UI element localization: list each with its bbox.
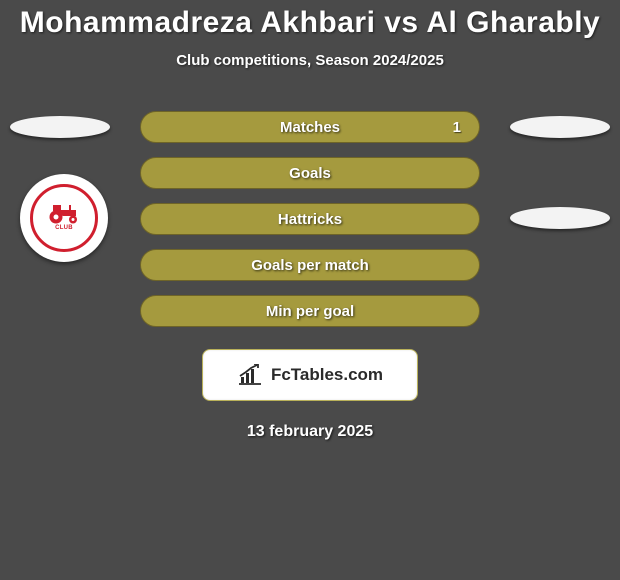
date-label: 13 february 2025 — [0, 423, 620, 441]
player-right-avatar — [510, 116, 610, 138]
page: Mohammadreza Akhbari vs Al Gharably Club… — [0, 0, 620, 580]
site-chart-icon — [237, 364, 263, 386]
club-badge-left: CLUB — [20, 174, 108, 262]
stat-label: Goals — [289, 165, 331, 182]
site-name: FcTables.com — [271, 365, 383, 385]
page-subtitle: Club competitions, Season 2024/2025 — [0, 52, 620, 69]
stat-pill: Goals per match — [140, 249, 480, 281]
stat-label-wrap: Matches — [141, 112, 479, 142]
stat-row-matches: Matches 1 — [0, 111, 620, 143]
stat-label: Hattricks — [278, 211, 342, 228]
site-badge: FcTables.com — [202, 349, 418, 401]
stat-row-mpg: Min per goal — [0, 295, 620, 327]
tractor-icon — [47, 202, 81, 224]
stat-pill: Min per goal — [140, 295, 480, 327]
player-left-avatar — [10, 116, 110, 138]
stat-value-right: 1 — [453, 119, 461, 136]
stat-pill: Hattricks — [140, 203, 480, 235]
stat-pill: Goals — [140, 157, 480, 189]
club-name-label: CLUB — [55, 225, 73, 231]
stat-row-gpm: Goals per match — [0, 249, 620, 281]
stat-pill: Matches 1 — [140, 111, 480, 143]
stat-label: Min per goal — [266, 303, 354, 320]
page-title: Mohammadreza Akhbari vs Al Gharably — [0, 6, 620, 40]
stat-label: Matches — [280, 119, 340, 136]
club-badge-inner: CLUB — [30, 184, 98, 252]
stat-label: Goals per match — [251, 257, 369, 274]
